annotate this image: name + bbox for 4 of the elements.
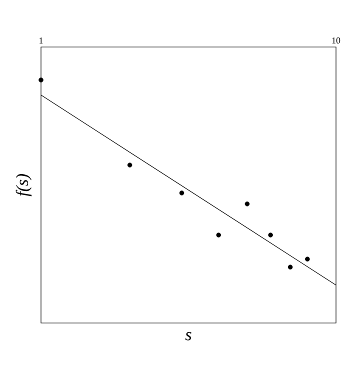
x-tick-label: 1 <box>40 38 43 44</box>
y-axis-title: f(s) <box>16 174 32 196</box>
x-axis-title: s <box>185 332 192 340</box>
x-tick-label: 10 <box>332 37 340 44</box>
